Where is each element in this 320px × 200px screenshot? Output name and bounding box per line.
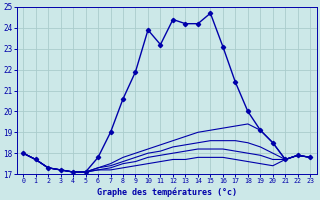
X-axis label: Graphe des températures (°c): Graphe des températures (°c) (97, 187, 237, 197)
